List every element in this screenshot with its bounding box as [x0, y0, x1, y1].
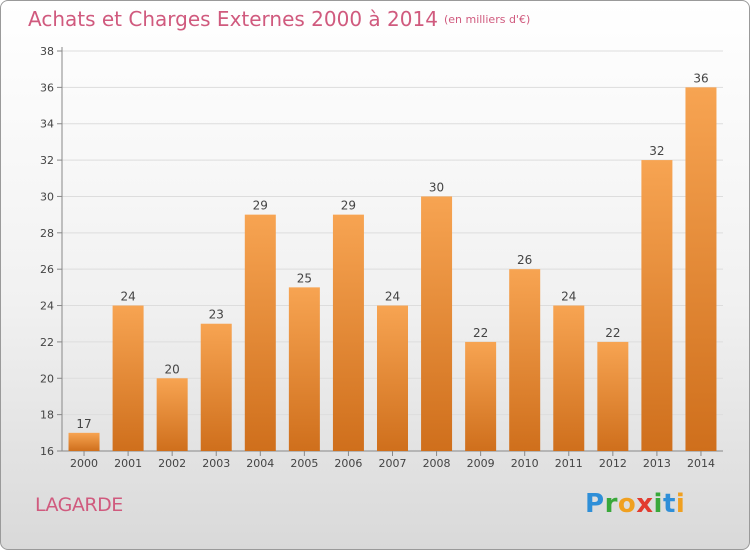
- data-label: 29: [253, 199, 268, 213]
- x-tick-label: 2014: [687, 457, 715, 470]
- x-tick-label: 2004: [246, 457, 274, 470]
- data-label: 30: [429, 180, 444, 194]
- place-name: LAGARDE: [35, 494, 123, 516]
- bar-2006: [332, 214, 364, 451]
- bar-2004: [244, 214, 276, 451]
- chart-unit: (en milliers d'€): [443, 13, 531, 26]
- data-label: 29: [341, 199, 356, 213]
- x-tick-labels: 2000 2001 2002 2003 2004 2005 2006 2007 2008 2009…: [70, 457, 715, 470]
- x-tick-label: 2003: [202, 457, 230, 470]
- data-label: 22: [473, 326, 488, 340]
- data-label: 22: [605, 326, 620, 340]
- data-label: 24: [120, 290, 135, 304]
- y-tick-label: 30: [40, 190, 54, 203]
- chart-title: Achats et Charges Externes 2000 à 2014 (e…: [28, 7, 530, 31]
- x-tick-label: 2001: [114, 457, 142, 470]
- y-tick-label: 22: [40, 336, 54, 349]
- data-label: 26: [517, 253, 532, 267]
- y-tick-label: 28: [40, 227, 54, 240]
- data-label: 17: [76, 417, 91, 431]
- x-tick-label: 2007: [379, 457, 407, 470]
- x-tick-label: 2005: [290, 457, 318, 470]
- x-tick-label: 2002: [158, 457, 186, 470]
- bar-2003: [200, 323, 232, 451]
- x-tick-label: 2008: [423, 457, 451, 470]
- bar-2014: [685, 87, 717, 451]
- chart-title-text: Achats et Charges Externes 2000 à 2014: [28, 7, 438, 31]
- data-label: 36: [693, 71, 708, 85]
- y-tick-label: 18: [40, 409, 54, 422]
- x-tick-label: 2010: [511, 457, 539, 470]
- bar-2007: [377, 305, 408, 451]
- y-tick-label: 20: [40, 372, 54, 385]
- data-label: 20: [165, 362, 180, 376]
- y-tick-label: 36: [40, 81, 54, 94]
- y-tick-label: 32: [40, 154, 54, 167]
- y-tick-label: 34: [40, 118, 54, 131]
- bar-2010: [509, 269, 541, 451]
- y-tick-label: 24: [40, 300, 54, 313]
- data-label: 32: [649, 144, 664, 158]
- bar-2013: [641, 160, 673, 451]
- x-tick-label: 2012: [599, 457, 627, 470]
- bar-2012: [597, 341, 629, 451]
- bar-2001: [112, 305, 144, 451]
- y-tick-label: 26: [40, 263, 54, 276]
- data-label: 24: [561, 290, 576, 304]
- x-tick-label: 2000: [70, 457, 98, 470]
- x-tick-label: 2013: [643, 457, 671, 470]
- bar-2009: [465, 341, 497, 451]
- y-tick-labels: 16 18 20 22 24 26 28 30 32 34 36 38: [40, 45, 54, 458]
- y-tick-label: 38: [40, 45, 54, 58]
- x-tick-label: 2006: [334, 457, 362, 470]
- proxiti-logo: Proxiti: [585, 489, 686, 519]
- y-tick-label: 16: [40, 445, 54, 458]
- bar-2000: [68, 432, 100, 451]
- bar-2002: [156, 378, 188, 451]
- bar-2005: [288, 287, 320, 451]
- data-label: 23: [209, 308, 224, 322]
- data-label: 25: [297, 271, 312, 285]
- data-label: 24: [385, 290, 400, 304]
- x-tick-label: 2011: [555, 457, 583, 470]
- data-labels: 17 24 20 23 29 25 29 24 30 22 26 24 22 32 36: [76, 71, 708, 430]
- bar-2008: [421, 196, 453, 451]
- bars: [68, 87, 717, 451]
- x-tick-label: 2009: [467, 457, 495, 470]
- bar-2011: [553, 305, 585, 451]
